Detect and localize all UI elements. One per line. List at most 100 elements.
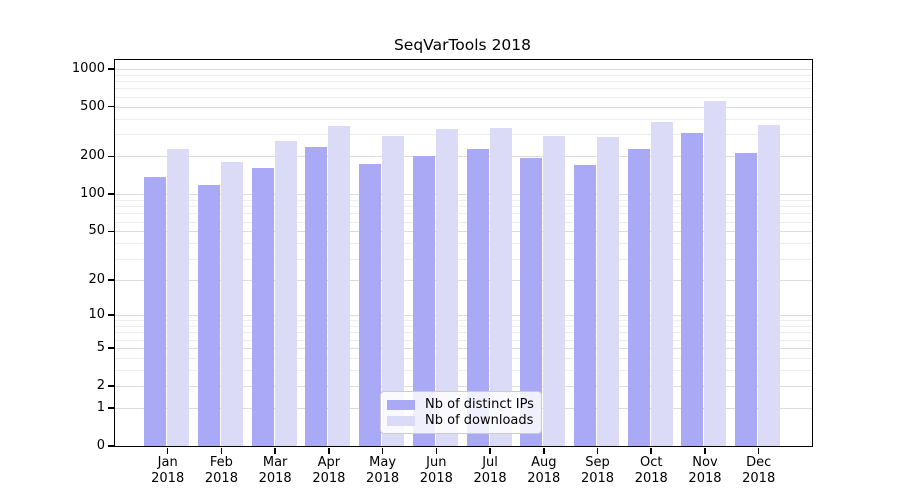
bar-distinct-ips-jan: [144, 177, 167, 446]
bar-distinct-ips-sep: [574, 164, 597, 446]
x-tick: [274, 447, 276, 454]
y-tick-label: 0: [96, 438, 105, 453]
minor-gridline: [115, 96, 812, 98]
x-tick-label: Mar 2018: [258, 455, 292, 486]
minor-gridline: [115, 358, 812, 360]
minor-gridline: [115, 332, 812, 334]
minor-gridline: [115, 80, 812, 82]
bar-downloads-jun: [435, 128, 458, 446]
y-tick: [107, 279, 114, 281]
minor-gridline: [115, 74, 812, 76]
x-tick-label: Jun 2018: [419, 455, 453, 486]
major-gridline: [115, 315, 812, 317]
minor-gridline: [115, 118, 812, 120]
bar-distinct-ips-mar: [251, 167, 274, 446]
major-gridline: [115, 386, 812, 388]
x-tick-label: Jan 2018: [151, 455, 185, 486]
y-tick: [107, 314, 114, 316]
major-gridline: [115, 231, 812, 233]
minor-gridline: [115, 258, 812, 260]
major-gridline: [115, 106, 812, 108]
x-tick: [220, 447, 223, 454]
minor-gridline: [115, 370, 812, 372]
x-tick-label: Jul 2018: [473, 455, 507, 486]
major-gridline: [115, 156, 812, 158]
legend-label-downloads: Nb of downloads: [425, 413, 534, 428]
y-tick: [107, 155, 114, 158]
bar-downloads-oct: [650, 121, 673, 446]
legend-item-downloads: Nb of downloads: [387, 413, 534, 428]
bar-downloads-aug: [543, 135, 566, 446]
bar-distinct-ips-may: [359, 163, 382, 446]
bar-downloads-jul: [489, 127, 512, 446]
y-tick: [107, 193, 114, 195]
y-tick-label: 2: [96, 378, 105, 394]
minor-gridline: [115, 134, 812, 136]
plot-area: 0 1 2 5 10 20 50 100 200 500 1000 Jan 2018 Feb 2018 M…: [72, 59, 813, 486]
y-tick: [107, 407, 114, 409]
bar-downloads-sep: [597, 136, 620, 446]
major-gridline: [115, 194, 812, 196]
x-tick-label: Apr 2018: [312, 455, 346, 486]
major-gridline: [115, 348, 812, 350]
x-tick: [596, 447, 599, 454]
x-tick-label: Aug 2018: [527, 455, 561, 486]
minor-gridline: [115, 339, 812, 341]
bar-distinct-ips-nov: [681, 133, 704, 446]
x-tick: [489, 447, 491, 454]
y-tick: [107, 445, 114, 447]
bar-distinct-ips-aug: [520, 158, 543, 446]
bar-distinct-ips-jul: [466, 148, 489, 446]
x-tick: [704, 447, 706, 454]
chart-title: SeqVarTools 2018: [393, 36, 532, 54]
x-tick-label: May 2018: [366, 455, 400, 486]
x-tick-label: Dec 2018: [742, 455, 776, 486]
x-tick: [381, 447, 384, 454]
y-tick: [107, 385, 114, 387]
bar-distinct-ips-dec: [735, 152, 758, 446]
bar-downloads-apr: [328, 126, 351, 446]
x-tick-label: Nov 2018: [688, 455, 722, 486]
minor-gridline: [115, 199, 812, 201]
legend-item-distinct-ips: Nb of distinct IPs: [387, 397, 534, 412]
bar-downloads-nov: [704, 101, 727, 446]
bar-downloads-jan: [167, 149, 190, 446]
x-tick: [757, 447, 760, 454]
legend: Nb of distinct IPs Nb of downloads: [380, 391, 542, 434]
y-tick-label: 100: [80, 186, 105, 202]
x-tick: [543, 447, 545, 454]
bar-downloads-dec: [758, 124, 781, 446]
y-tick-label: 10: [88, 307, 105, 323]
x-tick-label: Sep 2018: [580, 455, 615, 486]
y-tick: [107, 68, 114, 70]
major-gridline: [115, 279, 812, 281]
y-tick-label: 1: [96, 400, 105, 416]
x-tick: [435, 447, 438, 454]
x-tick-label: Oct 2018: [634, 455, 668, 486]
y-tick-label: 5: [96, 340, 105, 356]
x-tick: [650, 447, 652, 454]
x-tick: [166, 447, 169, 454]
y-tick-label: 1000: [71, 60, 105, 76]
minor-gridline: [115, 243, 812, 245]
bar-distinct-ips-jun: [412, 155, 435, 446]
legend-swatch-downloads: [387, 415, 415, 426]
y-tick-label: 500: [80, 98, 105, 114]
y-tick-label: 20: [88, 271, 105, 287]
legend-label-distinct-ips: Nb of distinct IPs: [425, 397, 534, 412]
minor-gridline: [115, 221, 812, 223]
bar-distinct-ips-feb: [197, 184, 220, 446]
bar-downloads-feb: [220, 161, 243, 446]
y-tick-label: 200: [80, 148, 105, 164]
major-gridline: [115, 68, 812, 70]
x-tick: [328, 447, 330, 454]
minor-gridline: [115, 206, 812, 208]
y-tick-label: 50: [88, 223, 105, 239]
y-tick: [107, 230, 114, 233]
minor-gridline: [115, 213, 812, 215]
y-tick: [107, 347, 114, 349]
bar-downloads-may: [382, 135, 405, 446]
minor-gridline: [115, 320, 812, 322]
bar-distinct-ips-oct: [627, 148, 650, 446]
